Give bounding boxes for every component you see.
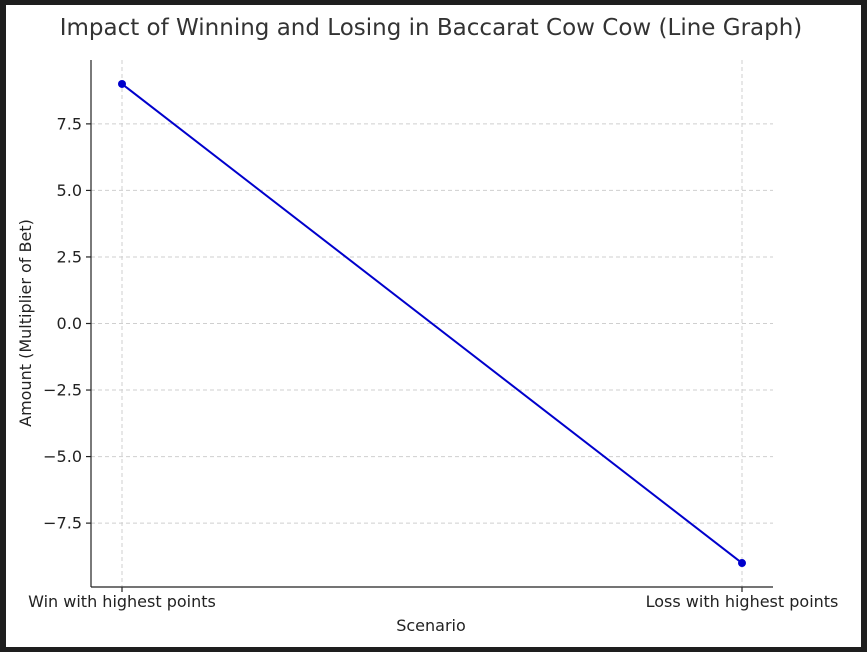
y-tick-label: 5.0 [57, 181, 82, 200]
y-tick-label: 2.5 [57, 247, 82, 266]
y-tick-label: 7.5 [57, 114, 82, 133]
x-tick-label: Loss with highest points [646, 592, 839, 611]
y-tick-label: 0.0 [57, 314, 82, 333]
y-tick-label: −2.5 [43, 381, 82, 400]
chart-title: Impact of Winning and Losing in Baccarat… [60, 15, 803, 41]
data-point [738, 559, 746, 568]
series-line [121, 83, 743, 564]
x-axis-label: Scenario [396, 616, 466, 635]
chart-canvas: Impact of Winning and Losing in Baccarat… [6, 5, 861, 647]
data-point [118, 79, 126, 88]
grid-layer [91, 60, 773, 587]
x-tick-label: Win with highest points [28, 592, 216, 611]
series-layer [118, 79, 746, 568]
y-axis-label: Amount (Multiplier of Bet) [16, 219, 35, 427]
y-tick-label: −7.5 [43, 514, 82, 533]
ticks-layer: −7.5 −5.0 −2.5 0.0 2.5 5.0 7.5 Win with highest… [28, 114, 838, 611]
line-chart: Impact of Winning and Losing in Baccarat… [16, 15, 838, 635]
y-tick-label: −5.0 [43, 447, 82, 466]
